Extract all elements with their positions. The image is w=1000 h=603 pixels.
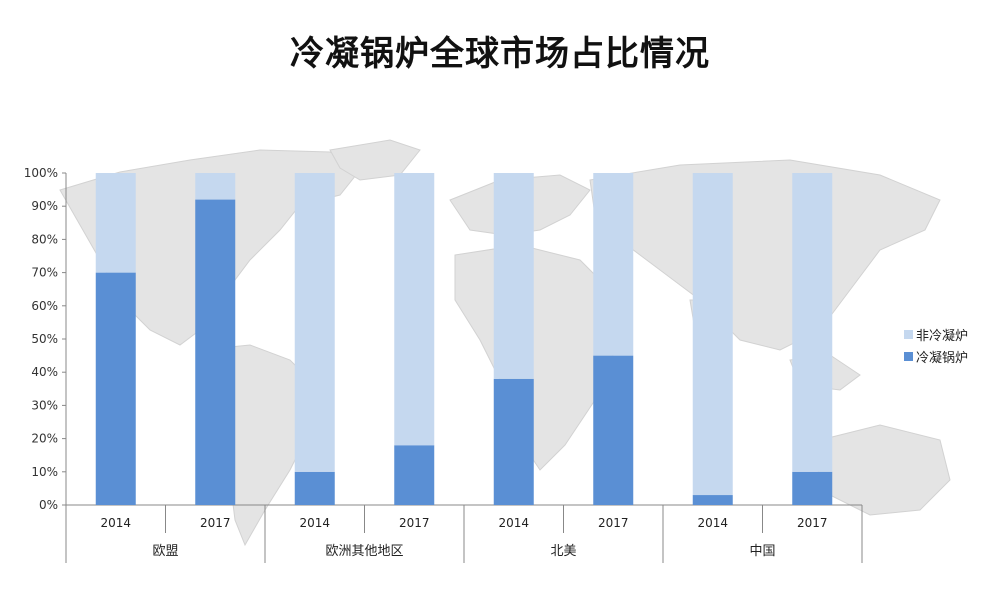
bar-segment xyxy=(493,173,534,379)
y-tick-label: 20% xyxy=(31,432,58,446)
x-tick-label: 2014 xyxy=(100,516,131,530)
legend-swatch xyxy=(904,330,913,339)
bar-segment xyxy=(593,173,634,356)
y-tick-label: 100% xyxy=(24,166,58,180)
x-tick-label: 2014 xyxy=(498,516,529,530)
y-tick-label: 50% xyxy=(31,332,58,346)
bar-segment xyxy=(792,471,833,505)
y-tick-label: 0% xyxy=(39,498,58,512)
chart-title: 冷凝锅炉全球市场占比情况 xyxy=(290,34,710,74)
legend-label: 非冷凝炉 xyxy=(916,328,968,344)
y-tick-label: 70% xyxy=(31,266,58,280)
group-label: 欧洲其他地区 xyxy=(325,544,403,559)
x-tick-label: 2017 xyxy=(598,516,629,530)
bar-segment xyxy=(294,471,335,505)
bar-segment xyxy=(394,173,435,446)
bar-segment xyxy=(195,199,236,505)
bar-segment xyxy=(95,173,136,273)
bar-segment xyxy=(394,445,435,505)
y-tick-label: 80% xyxy=(31,232,58,246)
group-label: 中国 xyxy=(749,544,775,559)
bar-segment xyxy=(294,173,335,472)
bar-segment xyxy=(593,355,634,505)
x-tick-label: 2017 xyxy=(200,516,231,530)
bar-segment xyxy=(692,173,733,496)
legend-swatch xyxy=(904,352,913,361)
y-tick-label: 30% xyxy=(31,398,58,412)
bar-segment xyxy=(792,173,833,472)
bar-segment xyxy=(195,173,236,200)
x-axis-labels: 2014 2017 2014 2017 2014 2017 2014 2017 欧盟 欧洲其他地区… xyxy=(65,505,863,563)
x-tick-label: 2017 xyxy=(797,516,828,530)
group-label: 欧盟 xyxy=(152,544,178,559)
y-tick-label: 60% xyxy=(31,299,58,313)
bars-layer xyxy=(95,173,833,505)
bar-segment xyxy=(95,272,136,505)
x-tick-label: 2017 xyxy=(399,516,430,530)
y-tick-label: 40% xyxy=(31,365,58,379)
legend-label: 冷凝锅炉 xyxy=(916,350,968,366)
group-label: 北美 xyxy=(550,544,576,559)
x-tick-label: 2014 xyxy=(697,516,728,530)
y-tick-label: 90% xyxy=(31,199,58,213)
bar-segment xyxy=(692,495,733,505)
bar-segment xyxy=(493,378,534,505)
y-tick-label: 10% xyxy=(31,465,58,479)
x-tick-label: 2014 xyxy=(299,516,330,530)
